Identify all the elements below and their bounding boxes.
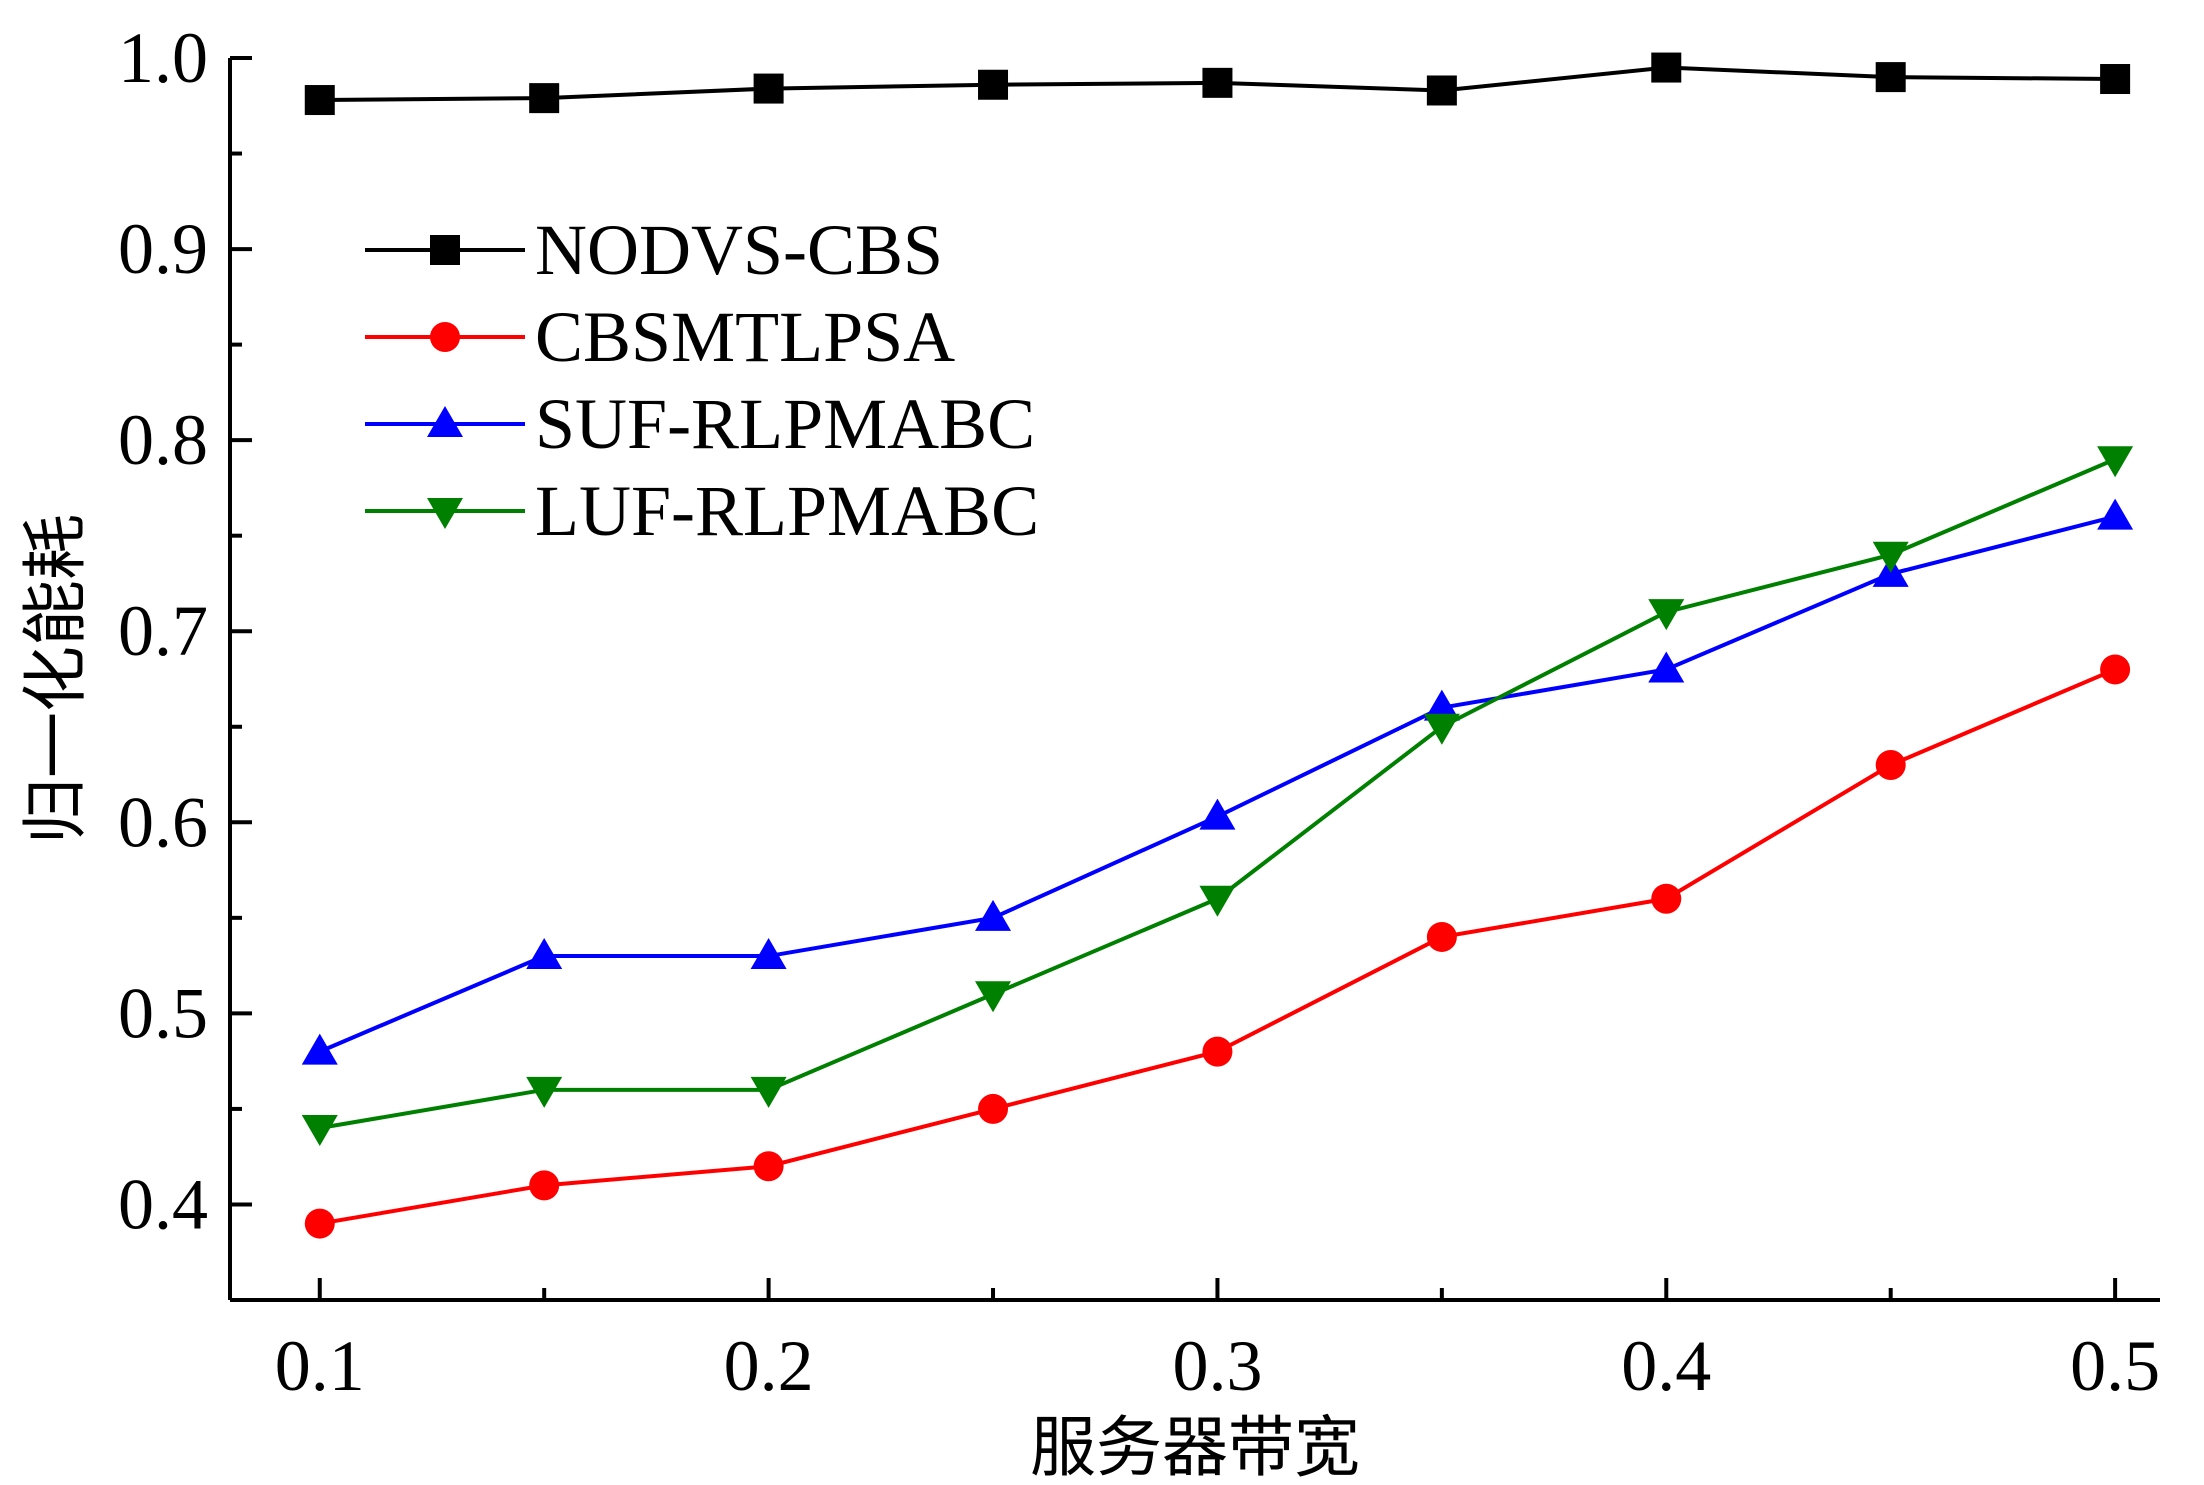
data-point — [1199, 798, 1236, 830]
series-cbsmtlpsa — [304, 654, 2131, 1239]
data-point — [750, 938, 787, 970]
data-point — [1426, 75, 1457, 106]
data-point — [529, 1170, 560, 1201]
data-point — [301, 1033, 338, 1065]
data-point — [526, 1076, 563, 1108]
data-point — [1423, 689, 1460, 721]
data-point — [2100, 64, 2131, 95]
series-line — [319, 667, 2116, 1226]
legend-item: CBSMTLPSA — [365, 297, 955, 377]
y-tick-label: 0.4 — [118, 1164, 208, 1244]
series-layer — [301, 52, 2134, 1239]
legend-item: SUF-RLPMABC — [365, 384, 1035, 464]
data-point — [1648, 651, 1685, 683]
data-point — [753, 1151, 784, 1182]
legend-label: CBSMTLPSA — [535, 297, 955, 377]
series-line — [318, 514, 2116, 1054]
data-point — [301, 1115, 338, 1147]
x-tick-label: 0.3 — [1172, 1326, 1262, 1406]
data-point — [1199, 885, 1236, 917]
legend-marker — [427, 406, 463, 437]
legend-item: NODVS-CBS — [365, 210, 943, 290]
data-point — [529, 83, 560, 114]
legend-marker — [427, 498, 463, 529]
data-point — [1426, 921, 1457, 952]
data-point — [2097, 446, 2134, 478]
data-point — [2097, 498, 2134, 530]
legend-item: LUF-RLPMABC — [365, 471, 1039, 551]
data-point — [1875, 749, 1906, 780]
legend-label: LUF-RLPMABC — [535, 471, 1039, 551]
y-tick-label: 0.6 — [118, 782, 208, 862]
data-point — [750, 1076, 787, 1108]
y-tick-label: 0.8 — [118, 400, 208, 480]
y-tick-label: 0.5 — [118, 973, 208, 1053]
x-tick-label: 0.2 — [724, 1326, 814, 1406]
data-point — [978, 69, 1009, 100]
data-point — [304, 1208, 335, 1239]
data-point — [304, 85, 335, 116]
legend-label: NODVS-CBS — [535, 210, 943, 290]
legend-marker — [430, 322, 460, 352]
data-point — [526, 938, 563, 970]
data-point — [1651, 883, 1682, 914]
data-point — [753, 73, 784, 104]
y-axis-title: 归一化能耗 — [17, 514, 94, 844]
legend-label: SUF-RLPMABC — [535, 384, 1035, 464]
data-point — [975, 899, 1012, 931]
y-tick-label: 0.9 — [118, 209, 208, 289]
data-point — [1872, 541, 1909, 573]
data-point — [1202, 1036, 1233, 1067]
data-point — [1202, 67, 1233, 98]
x-tick-label: 0.4 — [1621, 1326, 1711, 1406]
y-tick-label: 1.0 — [118, 18, 208, 98]
series-suf-rlpmabc — [301, 498, 2134, 1065]
y-tick-label: 0.7 — [118, 591, 208, 671]
data-point — [1423, 713, 1460, 745]
x-axis-title: 服务器带宽 — [1030, 1409, 1360, 1485]
x-tick-label: 0.1 — [275, 1326, 365, 1406]
data-point — [975, 981, 1012, 1013]
axes: 0.4 0.5 0.6 0.7 0.8 0.9 1.0 0.1 0.2 0.3 0.4 0.5 — [118, 18, 2160, 1406]
data-point — [2100, 654, 2131, 685]
x-tick-label: 0.5 — [2070, 1326, 2160, 1406]
data-point — [1651, 52, 1682, 83]
data-point — [1648, 599, 1685, 631]
legend-marker — [430, 235, 460, 265]
series-luf-rlpmabc — [301, 446, 2134, 1147]
data-point — [1875, 62, 1906, 93]
data-point — [978, 1093, 1009, 1124]
series-nodvs-cbs — [304, 52, 2131, 116]
